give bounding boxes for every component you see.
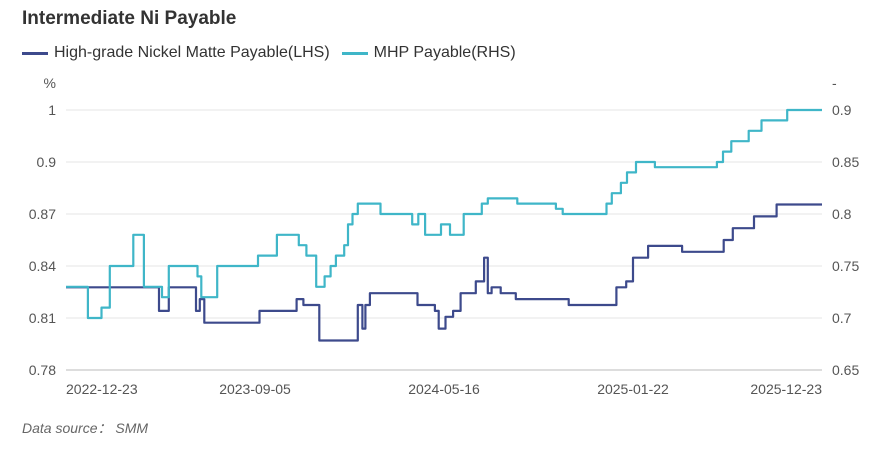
x-axis-tick-label: 2025-12-23: [750, 381, 822, 397]
right-axis-unit: -: [832, 75, 837, 91]
series-line-mhp: [66, 108, 822, 320]
left-axis-tick-label: 1: [48, 102, 56, 118]
right-axis-tick-label: 0.8: [832, 206, 852, 222]
left-axis-tick-label: 0.84: [29, 258, 56, 274]
x-axis-tick-label: 2025-01-22: [597, 381, 669, 397]
left-axis-tick-label: 0.87: [29, 206, 56, 222]
legend-swatch-rhs: [341, 51, 368, 55]
right-axis-tick-label: 0.75: [832, 258, 859, 274]
x-axis-tick-label: 2022-12-23: [66, 381, 138, 397]
legend-label-lhs: High-grade Nickel Matte Payable(LHS): [54, 44, 330, 61]
legend: High-grade Nickel Matte Payable(LHS) MHP…: [22, 44, 528, 62]
legend-item-lhs[interactable]: High-grade Nickel Matte Payable(LHS): [22, 44, 330, 62]
right-axis-tick-label: 0.65: [832, 362, 859, 378]
series-line-nickel-matte: [66, 203, 822, 342]
right-axis-tick-label: 0.7: [832, 310, 852, 326]
legend-swatch-lhs: [22, 51, 48, 55]
legend-label-rhs: MHP Payable(RHS): [373, 44, 516, 61]
legend-item-rhs[interactable]: MHP Payable(RHS): [341, 44, 516, 62]
left-axis-tick-label: 0.78: [29, 362, 56, 378]
x-axis-tick-label: 2023-09-05: [219, 381, 291, 397]
left-axis-tick-label: 0.9: [37, 154, 57, 170]
left-axis-unit: %: [44, 75, 56, 91]
x-axis-tick-label: 2024-05-16: [408, 381, 480, 397]
left-axis-tick-label: 0.81: [29, 310, 56, 326]
right-axis-tick-label: 0.85: [832, 154, 859, 170]
chart-title: Intermediate Ni Payable: [22, 8, 237, 29]
data-source-note: Data source： SMM: [22, 420, 149, 436]
right-axis-tick-label: 0.9: [832, 102, 852, 118]
